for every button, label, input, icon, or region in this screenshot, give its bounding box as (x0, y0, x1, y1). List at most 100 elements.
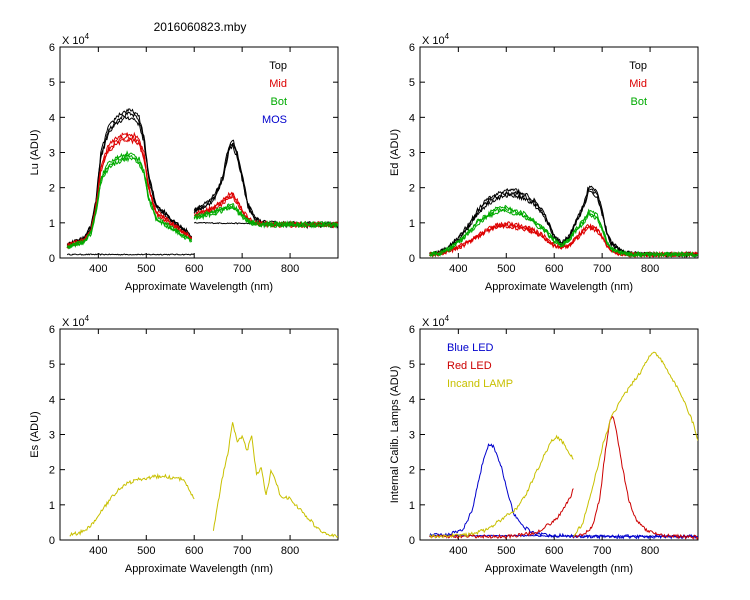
series-bot-line (429, 204, 698, 258)
y-axis-label: Es (ADU) (29, 411, 41, 457)
x-tick-label: 600 (185, 545, 203, 557)
y-tick-label: 4 (49, 112, 55, 124)
series-bot-line (193, 203, 338, 228)
y-tick-label: 1 (49, 500, 55, 512)
scale-exponent: 4 (445, 314, 450, 323)
x-tick-label: 500 (497, 263, 515, 275)
x-tick-label: 700 (233, 545, 251, 557)
y-tick-label: 5 (409, 77, 415, 89)
chart-ed: 0 1 2 3 4 5 6 400 500 600 700 800 X 104 Approximate W… (389, 32, 699, 293)
y-tick-label: 4 (409, 112, 415, 124)
x-tick-label: 700 (593, 545, 611, 557)
series-top-line (66, 108, 192, 246)
x-tick-label: 700 (593, 263, 611, 275)
y-tick-label: 5 (49, 77, 55, 89)
series-bot-line (429, 208, 698, 258)
series-bot-line (66, 150, 192, 250)
x-axis-label: Approximate Wavelength (nm) (485, 563, 633, 575)
series-bot-line (193, 204, 338, 229)
chart-cal: 0 1 2 3 4 5 6 400 500 600 700 800 X 104 Approximate W… (389, 314, 699, 575)
x-tick-label: 400 (449, 263, 467, 275)
series-red-led-line (429, 488, 574, 540)
x-tick-label: 500 (137, 545, 155, 557)
y-tick-label: 4 (409, 394, 415, 406)
y-tick-label: 3 (49, 148, 55, 160)
series-blue-led-line (429, 443, 698, 540)
x-tick-label: 400 (89, 545, 107, 557)
y-tick-label: 4 (49, 394, 55, 406)
y-tick-label: 2 (49, 465, 55, 477)
x-tick-label: 800 (641, 263, 659, 275)
y-tick-label: 6 (409, 324, 415, 336)
x-axis-label: Approximate Wavelength (nm) (125, 563, 273, 575)
y-axis-label: Ed (ADU) (389, 129, 401, 176)
scale-label: X 104 (422, 314, 450, 329)
plot-frame (419, 46, 699, 259)
figure-title: 2016060823.mby (153, 20, 247, 34)
x-tick-label: 700 (233, 263, 251, 275)
x-axis-label: Approximate Wavelength (nm) (485, 281, 633, 293)
x-axis-label: Approximate Wavelength (nm) (125, 281, 273, 293)
x-tick-label: 600 (185, 263, 203, 275)
legend-entry-top: Top (269, 60, 287, 72)
data-area (66, 108, 338, 256)
baseline-line (66, 253, 195, 256)
scale-label: X 104 (62, 32, 90, 47)
y-tick-label: 6 (49, 42, 55, 54)
y-tick-label: 3 (409, 430, 415, 442)
x-tick-label: 800 (641, 545, 659, 557)
legend-entry-mid: Mid (629, 78, 647, 90)
x-tick-label: 600 (545, 263, 563, 275)
legend-entry-incand-lamp: Incand LAMP (447, 378, 513, 390)
legend-entry-mos: MOS (262, 114, 287, 126)
y-tick-label: 3 (49, 430, 55, 442)
chart-es: 0 1 2 3 4 5 6 400 500 600 700 800 X 104 Approximate W… (29, 314, 339, 575)
series-incand-lamp-line (429, 434, 574, 539)
y-tick-label: 0 (49, 535, 55, 547)
x-tick-label: 500 (497, 545, 515, 557)
y-tick-label: 6 (49, 324, 55, 336)
legend-entry-blue-led: Blue LED (447, 342, 494, 354)
scale-exponent: 4 (445, 32, 450, 41)
legend-entry-top: Top (629, 60, 647, 72)
y-tick-label: 5 (49, 359, 55, 371)
series-red-led-line (572, 415, 698, 540)
y-tick-label: 0 (409, 535, 415, 547)
legend-entry-bot: Bot (630, 96, 647, 108)
x-tick-label: 600 (545, 545, 563, 557)
x-tick-label: 400 (89, 263, 107, 275)
y-tick-label: 2 (409, 183, 415, 195)
series-incand-lamp-line (573, 351, 698, 537)
y-tick-label: 2 (409, 465, 415, 477)
x-tick-label: 400 (449, 545, 467, 557)
chart-lu: 0 1 2 3 4 5 6 400 500 600 700 800 X 104 Approximate W… (29, 32, 339, 293)
data-area (429, 185, 698, 258)
y-tick-label: 1 (409, 500, 415, 512)
series-es-line (69, 472, 195, 537)
y-tick-label: 0 (409, 253, 415, 265)
y-tick-label: 5 (409, 359, 415, 371)
y-tick-label: 2 (49, 183, 55, 195)
y-tick-label: 1 (49, 218, 55, 230)
y-tick-label: 3 (409, 148, 415, 160)
x-tick-label: 800 (281, 263, 299, 275)
series-bot-line (193, 205, 338, 229)
scale-label: X 104 (62, 314, 90, 329)
y-tick-label: 0 (49, 253, 55, 265)
legend-entry-red-led: Red LED (447, 360, 492, 372)
y-tick-label: 1 (409, 218, 415, 230)
y-axis-label: Lu (ADU) (29, 130, 41, 176)
x-tick-label: 800 (281, 545, 299, 557)
series-es-line (212, 422, 338, 538)
data-area (69, 422, 338, 538)
data-area (429, 351, 698, 540)
plot-frame (59, 328, 339, 541)
scale-exponent: 4 (85, 314, 90, 323)
scale-label: X 104 (422, 32, 450, 47)
legend-entry-bot: Bot (270, 96, 287, 108)
y-axis-label: Internal Calib. Lamps (ADU) (389, 366, 401, 504)
legend-entry-mid: Mid (269, 78, 287, 90)
x-tick-label: 500 (137, 263, 155, 275)
y-tick-label: 6 (409, 42, 415, 54)
